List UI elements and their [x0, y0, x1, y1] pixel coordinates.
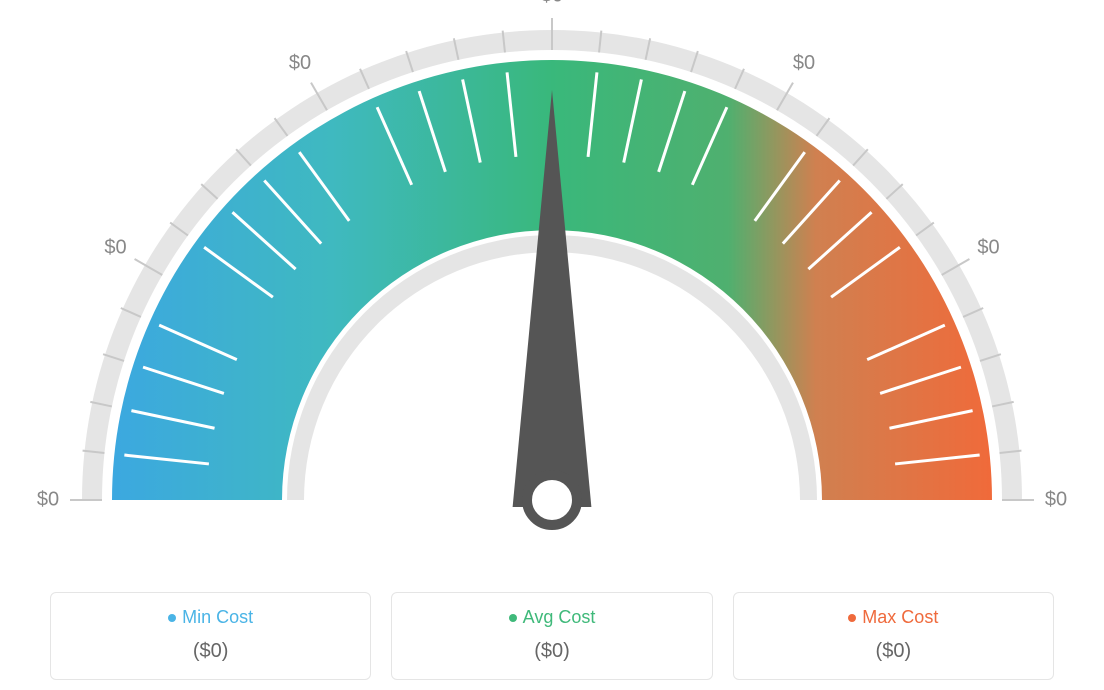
legend-value-max: ($0) [744, 640, 1043, 663]
legend-text-min: Min Cost [182, 607, 253, 628]
legend-label-max: Max Cost [744, 607, 1043, 628]
dot-icon [848, 614, 856, 622]
legend-label-min: Min Cost [61, 607, 360, 628]
legend-card-max: Max Cost ($0) [733, 592, 1054, 680]
gauge-scale-label: $0 [793, 52, 815, 74]
legend-value-min: ($0) [61, 640, 360, 663]
legend-row: Min Cost ($0) Avg Cost ($0) Max Cost ($0… [50, 592, 1054, 680]
gauge-container: $0 $0 $0 $0 $0 $0 $0 Min Cost ($0) Avg Cost ($… [0, 0, 1104, 690]
dot-icon [509, 614, 517, 622]
dot-icon [168, 614, 176, 622]
gauge-scale-label: $0 [289, 52, 311, 74]
legend-card-min: Min Cost ($0) [50, 592, 371, 680]
legend-text-max: Max Cost [862, 607, 938, 628]
legend-label-avg: Avg Cost [402, 607, 701, 628]
gauge-scale-label: $0 [37, 488, 59, 510]
legend-value-avg: ($0) [402, 640, 701, 663]
legend-card-avg: Avg Cost ($0) [391, 592, 712, 680]
gauge-scale-label: $0 [1045, 488, 1067, 510]
gauge-scale-label: $0 [104, 236, 126, 258]
gauge-scale-label: $0 [977, 236, 999, 258]
gauge-svg: $0 $0 $0 $0 $0 $0 $0 [0, 0, 1104, 560]
gauge-needle-hub [527, 475, 577, 525]
gauge-scale-label: $0 [541, 0, 563, 6]
gauge-chart: $0 $0 $0 $0 $0 $0 $0 [0, 0, 1104, 560]
legend-text-avg: Avg Cost [523, 607, 596, 628]
